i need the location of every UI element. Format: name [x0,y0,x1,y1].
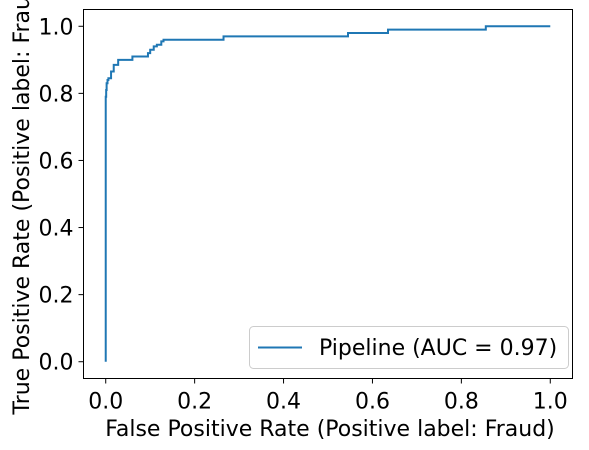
x-axis-label: False Positive Rate (Positive label: Fra… [105,417,555,442]
y-tick-label: 0.8 [39,82,74,107]
plot-lines [104,25,551,362]
x-tick-label: 0.6 [355,390,390,415]
y-tick-label: 0.4 [39,217,74,242]
legend-label: Pipeline (AUC = 0.97) [319,336,557,361]
legend-box [249,326,569,369]
x-tick-label: 1.0 [533,390,568,415]
x-tick-label: 0.8 [444,390,479,415]
x-tick-label: 0.2 [177,390,212,415]
plot-frame [83,9,573,379]
y-tick-label: 0.2 [39,284,74,309]
x-tick-label: 0.0 [88,390,123,415]
roc-curve-line [104,25,551,362]
y-tick-label: 0.6 [39,149,74,174]
y-axis-label: True Positive Rate (Positive label: Frau… [10,0,35,416]
y-tick-label: 0.0 [39,351,74,376]
axis-ticks: 0.0 0.2 0.4 0.6 0.8 1.0 0.0 0.2 0.4 0.6 0.8 1.0 [39,15,568,414]
y-tick-label: 1.0 [39,15,74,40]
legend: Pipeline (AUC = 0.97) [249,326,569,369]
x-tick-label: 0.4 [266,390,301,415]
